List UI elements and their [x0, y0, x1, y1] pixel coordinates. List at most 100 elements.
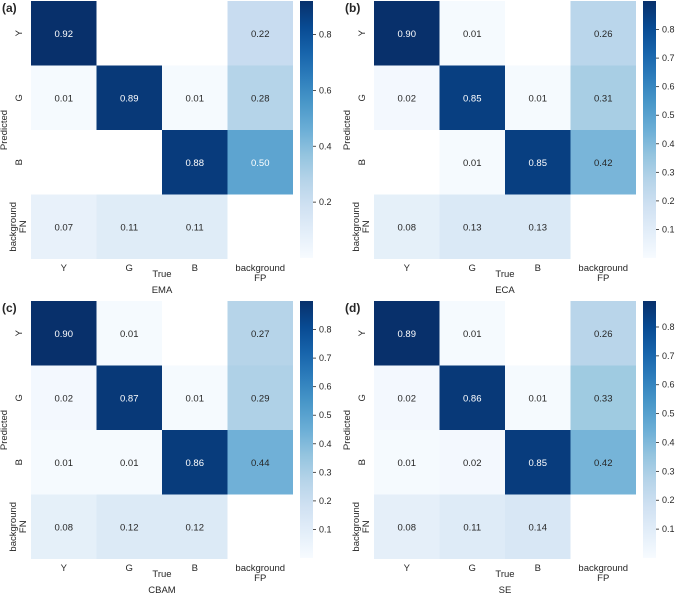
cell-value-label: 0.12: [186, 522, 205, 533]
chart-title: CBAM: [148, 585, 176, 596]
y-tick-label: G: [14, 394, 25, 401]
cell-value-label: 0.02: [463, 458, 482, 469]
colorbar-tick-label: 0.8: [662, 25, 675, 35]
x-tick-label: B: [192, 563, 198, 574]
cell-value-label: 0.89: [120, 93, 139, 104]
chart-title: EMA: [152, 285, 173, 296]
cell-value-label: 0.44: [251, 458, 270, 469]
colorbar-tick-label: 0.3: [662, 167, 675, 177]
colorbar-tick-label: 0.1: [319, 524, 332, 534]
colorbar-tick-label: 0.3: [319, 467, 332, 477]
x-tick-label: background FP: [235, 263, 285, 284]
heatmap-cell: [439, 65, 505, 130]
heatmap-cell: [31, 301, 97, 366]
colorbar-tick-label: 0.3: [662, 466, 675, 476]
cell-value-label: 0.85: [463, 93, 482, 104]
cell-value-label: 0.87: [120, 393, 139, 404]
cell-value-label: 0.22: [251, 29, 270, 40]
cell-value-label: 0.11: [120, 222, 138, 233]
colorbar: [643, 1, 656, 258]
heatmap-cell: [96, 430, 162, 495]
y-axis-label: Predicted: [342, 110, 353, 150]
cell-value-label: 0.11: [186, 222, 204, 233]
heatmap-cell: [439, 430, 505, 495]
x-tick-label: B: [535, 263, 541, 274]
heatmap-cell: [374, 365, 440, 430]
cell-value-label: 0.88: [186, 158, 205, 169]
colorbar: [300, 301, 313, 558]
heatmap-cell: [505, 130, 571, 195]
heatmap-cell: [505, 194, 571, 259]
y-tick-label: G: [357, 394, 368, 401]
heatmap-cell: [227, 130, 293, 195]
heatmap-cell: [227, 1, 293, 66]
cell-value-label: 0.86: [463, 393, 482, 404]
x-tick-label: background FP: [235, 563, 285, 584]
heatmap-cell: [162, 494, 228, 559]
colorbar-tick-label: 0.2: [662, 196, 675, 206]
cell-value-label: 0.89: [398, 329, 417, 340]
y-tick-label: B: [14, 159, 25, 165]
cell-value-label: 0.02: [55, 393, 74, 404]
cell-value-label: 0.26: [594, 29, 613, 40]
x-tick-label: background FP: [578, 563, 628, 584]
colorbar-tick-label: 0.8: [319, 30, 332, 40]
x-tick-label: Y: [61, 563, 68, 574]
heatmap-cell: [31, 65, 97, 130]
y-tick-label: G: [357, 94, 368, 101]
heatmap-cell: [439, 1, 505, 66]
y-tick-label: G: [14, 94, 25, 101]
heatmap-cell: [505, 494, 571, 559]
heatmap-cell: [374, 430, 440, 495]
heatmap-cell: [505, 430, 571, 495]
chart-title: SE: [499, 585, 512, 596]
cell-value-label: 0.90: [55, 329, 74, 340]
y-tick-label: backgroundFN: [8, 502, 29, 552]
heatmap-cell: [570, 365, 636, 430]
heatmap-cell: [96, 301, 162, 366]
heatmap-cell: [96, 365, 162, 430]
x-tick-label: Y: [404, 263, 411, 274]
cell-value-label: 0.01: [398, 458, 417, 469]
cell-value-label: 0.90: [398, 29, 417, 40]
colorbar-tick-label: 0.1: [662, 524, 675, 534]
cell-value-label: 0.31: [594, 93, 613, 104]
colorbar-tick-label: 0.6: [662, 380, 675, 390]
heatmap-cell: [162, 194, 228, 259]
x-tick-label: G: [126, 563, 133, 574]
x-tick-label: G: [469, 563, 476, 574]
colorbar-tick-label: 0.4: [319, 141, 332, 151]
cell-value-label: 0.07: [55, 222, 74, 233]
heatmap-cell: [374, 65, 440, 130]
y-tick-label: B: [357, 459, 368, 465]
colorbar-tick-label: 0.5: [662, 409, 675, 419]
x-tick-label: background FP: [578, 263, 628, 284]
y-tick-label: Y: [357, 329, 368, 336]
cell-value-label: 0.01: [463, 158, 482, 169]
panel-se: (d) 0.89 0.01 0.26 0.02 0.86 0.01 0.33 0.01 0.02 0…: [342, 301, 675, 596]
colorbar-tick-label: 0.6: [662, 82, 675, 92]
panel-label: (c): [2, 301, 17, 315]
heatmap-cell: [31, 1, 97, 66]
panel-label: (b): [345, 1, 360, 15]
y-tick-label: backgroundFN: [351, 202, 372, 252]
heatmap-cell: [31, 430, 97, 495]
cell-value-label: 0.02: [398, 393, 417, 404]
cell-value-label: 0.08: [398, 522, 417, 533]
heatmap-cell: [162, 365, 228, 430]
heatmap-cell: [227, 301, 293, 366]
x-axis-label: True: [495, 569, 514, 580]
heatmap-cell: [505, 65, 571, 130]
heatmap-cell: [439, 301, 505, 366]
chart-title: ECA: [495, 285, 515, 296]
heatmap-cell: [439, 130, 505, 195]
colorbar: [643, 301, 656, 558]
colorbar-tick-label: 0.4: [319, 439, 332, 449]
cell-value-label: 0.01: [529, 393, 548, 404]
cell-value-label: 0.01: [529, 93, 548, 104]
heatmap-cell: [570, 130, 636, 195]
y-tick-label: Y: [357, 29, 368, 36]
panel-ema: (a) 0.92 0.22 0.01 0.89 0.01 0.28 0.88 0.50 0.07 0…: [0, 1, 332, 296]
cell-value-label: 0.01: [120, 458, 139, 469]
y-tick-label: Y: [14, 329, 25, 336]
